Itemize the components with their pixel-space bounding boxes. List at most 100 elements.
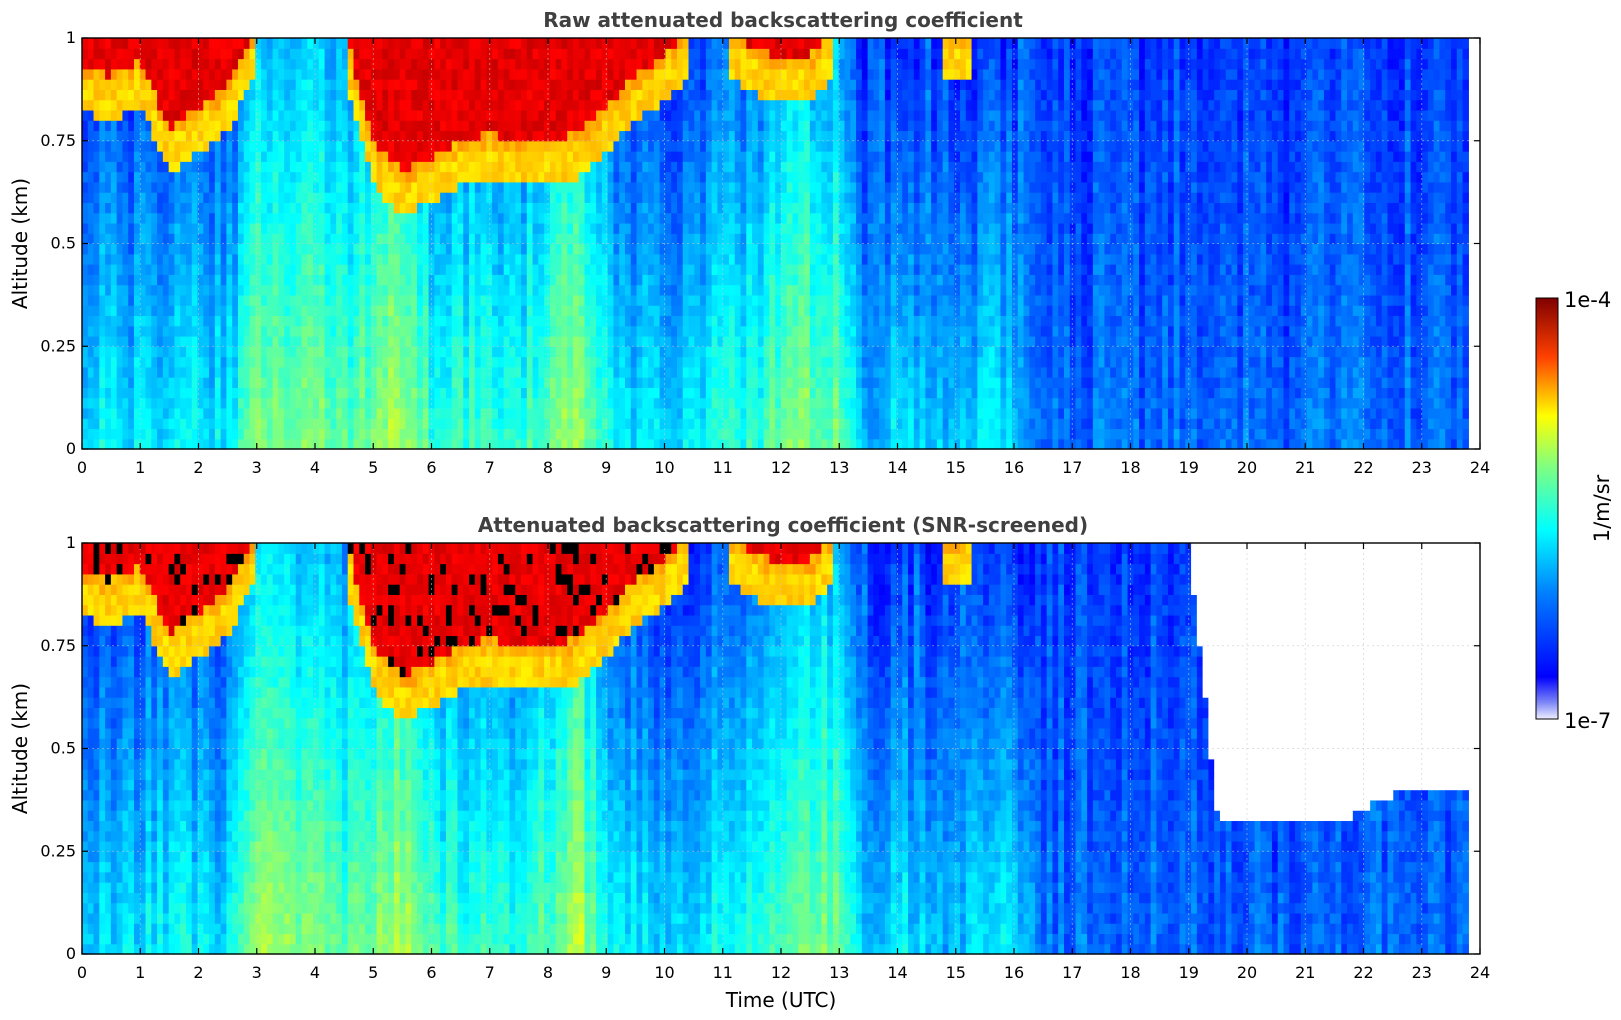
heatmap-cell bbox=[324, 377, 331, 388]
heatmap-cell bbox=[168, 264, 176, 275]
heatmap-cell bbox=[480, 407, 487, 419]
heatmap-cell bbox=[723, 79, 730, 90]
heatmap-cell bbox=[382, 438, 389, 450]
heatmap-cell bbox=[521, 222, 528, 234]
heatmap-cell bbox=[336, 253, 343, 265]
heatmap-cell bbox=[168, 99, 176, 111]
heatmap-cell bbox=[220, 140, 228, 152]
heatmap-cell bbox=[318, 181, 326, 193]
heatmap-cell bbox=[717, 325, 724, 337]
heatmap-cell bbox=[93, 130, 100, 142]
heatmap-cell bbox=[422, 294, 430, 306]
heatmap-cell bbox=[630, 253, 638, 265]
heatmap-cell bbox=[388, 89, 395, 101]
heatmap-cell bbox=[440, 438, 447, 450]
heatmap-cell bbox=[370, 89, 378, 101]
heatmap-cell bbox=[185, 161, 193, 173]
heatmap-cell bbox=[370, 202, 378, 214]
heatmap-cell bbox=[688, 305, 695, 317]
heatmap-cell bbox=[521, 140, 528, 152]
heatmap-cell bbox=[457, 294, 464, 306]
heatmap-cell bbox=[180, 438, 187, 450]
heatmap-cell bbox=[99, 140, 106, 152]
heatmap-cell bbox=[249, 140, 256, 152]
heatmap-cell bbox=[209, 264, 216, 275]
heatmap-cell bbox=[613, 315, 620, 327]
heatmap-cell bbox=[122, 192, 129, 203]
heatmap-cell bbox=[82, 397, 89, 409]
heatmap-cell bbox=[151, 274, 158, 286]
heatmap-cell bbox=[220, 222, 228, 234]
heatmap-cell bbox=[353, 294, 360, 306]
heatmap-cell bbox=[417, 253, 424, 265]
heatmap-cell bbox=[422, 68, 430, 80]
heatmap-cell bbox=[676, 130, 684, 142]
heatmap-cell bbox=[128, 264, 135, 275]
heatmap-cell bbox=[220, 366, 228, 378]
heatmap-cell bbox=[480, 243, 487, 255]
heatmap-cell bbox=[596, 315, 603, 327]
heatmap-cell bbox=[295, 243, 303, 255]
heatmap-cell bbox=[162, 325, 170, 337]
heatmap-cell bbox=[99, 418, 106, 430]
heatmap-cell bbox=[659, 109, 667, 121]
heatmap-cell bbox=[214, 130, 222, 142]
heatmap-cell bbox=[185, 212, 193, 224]
heatmap-cell bbox=[422, 356, 430, 368]
heatmap-cell bbox=[700, 130, 707, 142]
heatmap-cell bbox=[370, 366, 378, 378]
heatmap-cell bbox=[573, 346, 580, 358]
heatmap-cell bbox=[676, 109, 684, 121]
heatmap-cell bbox=[728, 428, 736, 440]
heatmap-cell bbox=[463, 315, 470, 327]
heatmap-cell bbox=[301, 109, 308, 121]
heatmap-cell bbox=[168, 377, 176, 388]
heatmap-cell bbox=[601, 407, 609, 419]
heatmap-cell bbox=[324, 366, 331, 378]
heatmap-cell bbox=[203, 294, 210, 306]
heatmap-cell bbox=[289, 418, 297, 430]
heatmap-cell bbox=[567, 243, 574, 255]
heatmap-cell bbox=[728, 418, 736, 430]
heatmap-cell bbox=[463, 68, 470, 80]
heatmap-cell bbox=[573, 192, 580, 203]
heatmap-cell bbox=[110, 243, 118, 255]
heatmap-cell bbox=[671, 58, 678, 70]
heatmap-cell bbox=[226, 438, 233, 450]
heatmap-cell bbox=[359, 222, 366, 234]
heatmap-cell bbox=[775, 315, 782, 327]
heatmap-cell bbox=[116, 120, 124, 132]
heatmap-cell bbox=[492, 109, 499, 121]
heatmap-cell bbox=[480, 38, 487, 49]
heatmap-cell bbox=[711, 212, 719, 224]
heatmap-cell bbox=[492, 284, 499, 296]
heatmap-cell bbox=[676, 418, 684, 430]
heatmap-cell bbox=[365, 346, 372, 358]
heatmap-cell bbox=[197, 253, 204, 265]
heatmap-cell bbox=[162, 222, 170, 234]
heatmap-cell bbox=[422, 315, 430, 327]
heatmap-cell bbox=[393, 222, 401, 234]
heatmap-cell bbox=[688, 161, 695, 173]
heatmap-cell bbox=[301, 315, 308, 327]
heatmap-cell bbox=[388, 407, 395, 419]
heatmap-cell bbox=[133, 109, 141, 121]
heatmap-cell bbox=[763, 38, 770, 49]
heatmap-cell bbox=[237, 346, 245, 358]
heatmap-cell bbox=[272, 130, 279, 142]
heatmap-cell bbox=[521, 253, 528, 265]
heatmap-cell bbox=[382, 325, 389, 337]
heatmap-cell bbox=[376, 151, 383, 162]
heatmap-cell bbox=[185, 325, 193, 337]
heatmap-cell bbox=[347, 140, 355, 152]
heatmap-cell bbox=[613, 130, 620, 142]
heatmap-cell bbox=[313, 181, 320, 193]
heatmap-cell bbox=[486, 284, 493, 296]
heatmap-cell bbox=[590, 181, 597, 193]
heatmap-cell bbox=[567, 315, 574, 327]
heatmap-cell bbox=[295, 346, 303, 358]
heatmap-cell bbox=[359, 428, 366, 440]
heatmap-cell bbox=[723, 274, 730, 286]
heatmap-cell bbox=[578, 140, 586, 152]
heatmap-cell bbox=[417, 407, 424, 419]
